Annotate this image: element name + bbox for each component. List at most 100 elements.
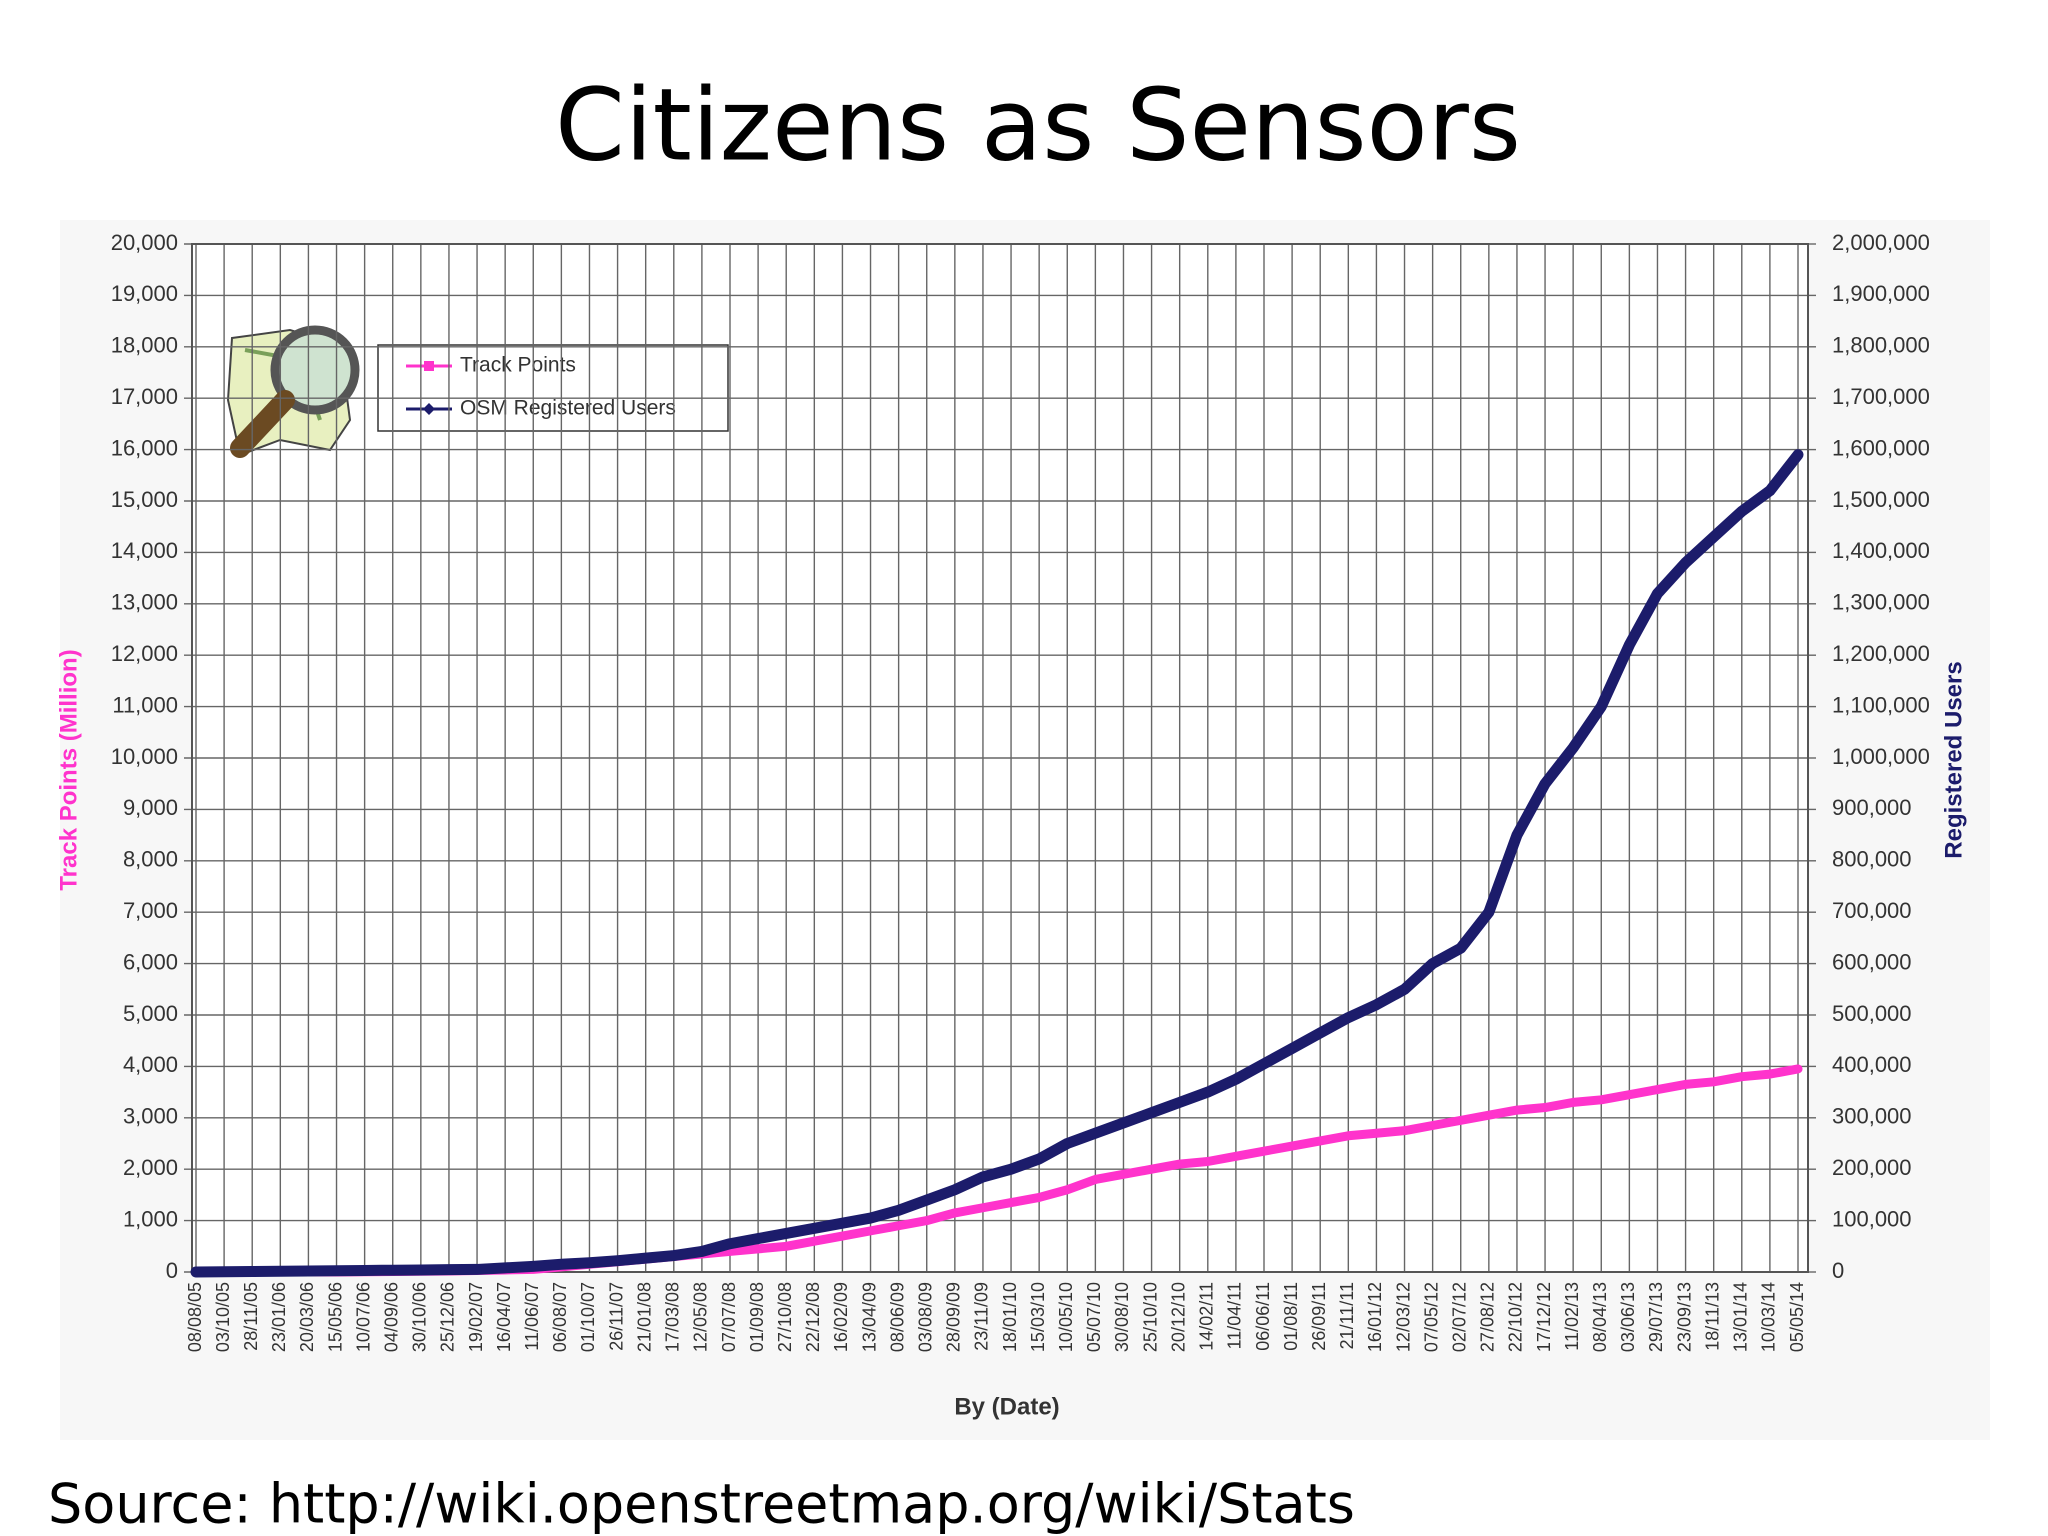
- y2-tick-label: 1,100,000: [1832, 692, 1930, 717]
- x-tick-label: 14/02/11: [1197, 1282, 1217, 1351]
- osm-logo: [226, 325, 360, 458]
- y-tick-label: 5,000: [123, 1001, 178, 1026]
- y2-tick-label: 200,000: [1832, 1155, 1912, 1180]
- y-tick-label: 8,000: [123, 847, 178, 872]
- x-tick-label: 07/07/08: [719, 1282, 739, 1352]
- legend: Track Points OSM Registered Users: [377, 344, 729, 432]
- x-tick-label: 07/05/12: [1421, 1282, 1441, 1352]
- x-tick-label: 15/05/06: [325, 1282, 345, 1352]
- y-tick-label: 9,000: [123, 795, 178, 820]
- x-tick-label: 27/08/12: [1478, 1282, 1498, 1352]
- x-tick-label: 06/06/11: [1253, 1282, 1273, 1351]
- x-tick-label: 28/11/05: [241, 1282, 261, 1351]
- y-tick-label: 14,000: [111, 538, 178, 563]
- x-tick-label: 15/03/10: [1028, 1282, 1048, 1352]
- y2-tick-label: 1,500,000: [1832, 487, 1930, 512]
- x-tick-label: 17/12/12: [1534, 1282, 1554, 1352]
- y2-tick-label: 1,000,000: [1832, 744, 1930, 769]
- y-tick-label: 6,000: [123, 949, 178, 974]
- y2-tick-label: 1,300,000: [1832, 590, 1930, 615]
- y-tick-label: 18,000: [111, 333, 178, 358]
- x-tick-label: 21/11/11: [1337, 1282, 1357, 1349]
- y2-axis-title: Registered Users: [1940, 661, 1967, 858]
- x-tick-label: 10/03/14: [1759, 1282, 1779, 1352]
- data-line: [190, 449, 1804, 1278]
- x-tick-label: 12/03/12: [1393, 1282, 1413, 1352]
- y2-tick-label: 1,900,000: [1832, 281, 1930, 306]
- y-tick-label: 16,000: [111, 435, 178, 460]
- x-tick-label: 01/09/08: [747, 1282, 767, 1352]
- x-tick-label: 08/06/09: [887, 1282, 907, 1352]
- x-tick-label: 01/08/11: [1281, 1282, 1301, 1351]
- y2-tick-label: 2,000,000: [1832, 230, 1930, 255]
- y2-tick-label: 1,200,000: [1832, 641, 1930, 666]
- x-tick-label: 03/08/09: [915, 1282, 935, 1352]
- y2-tick-label: 1,800,000: [1832, 333, 1930, 358]
- x-tick-label: 08/08/05: [185, 1282, 205, 1352]
- y2-tick-label: 100,000: [1832, 1206, 1912, 1231]
- slide-title: Citizens as Sensors: [555, 66, 1521, 183]
- x-tick-label: 18/11/13: [1702, 1282, 1722, 1351]
- legend-label: OSM Registered Users: [460, 397, 676, 420]
- x-tick-label: 21/01/08: [634, 1282, 654, 1352]
- x-tick-label: 16/04/07: [494, 1282, 514, 1352]
- x-tick-label: 13/04/09: [859, 1282, 879, 1352]
- x-tick-label: 13/01/14: [1731, 1282, 1751, 1352]
- x-axis-title: By (Date): [954, 1393, 1059, 1420]
- x-tick-label: 19/02/07: [466, 1282, 486, 1352]
- x-tick-label: 30/10/06: [410, 1282, 430, 1352]
- y-tick-label: 7,000: [123, 898, 178, 923]
- y-axis-title: Track Points (Million): [55, 649, 82, 890]
- x-tick-label: 10/05/10: [1056, 1282, 1076, 1352]
- source-note: Source: http://wiki.openstreetmap.org/wi…: [48, 1473, 1355, 1536]
- x-tick-label: 04/09/06: [381, 1282, 401, 1352]
- legend-label: Track Points: [460, 354, 576, 377]
- x-tick-label: 25/12/06: [438, 1282, 458, 1352]
- x-tick-label: 23/09/13: [1674, 1282, 1694, 1352]
- y2-tick-label: 300,000: [1832, 1104, 1912, 1129]
- y2-tick-label: 500,000: [1832, 1001, 1912, 1026]
- y2-tick-label: 700,000: [1832, 898, 1912, 923]
- legend-marker: [424, 361, 434, 371]
- y2-tick-label: 600,000: [1832, 949, 1912, 974]
- y-tick-label: 12,000: [111, 641, 178, 666]
- x-tick-label: 17/03/08: [663, 1282, 683, 1352]
- y2-tick-label: 1,400,000: [1832, 538, 1930, 563]
- x-tick-label: 03/06/13: [1618, 1282, 1638, 1352]
- x-tick-label: 11/06/07: [522, 1282, 542, 1351]
- y2-tick-label: 1,600,000: [1832, 435, 1930, 460]
- x-tick-label: 27/10/08: [775, 1282, 795, 1352]
- y-tick-label: 17,000: [111, 384, 178, 409]
- x-tick-label: 18/01/10: [1000, 1282, 1020, 1352]
- x-tick-label: 10/07/06: [353, 1282, 373, 1352]
- x-tick-label: 28/09/09: [944, 1282, 964, 1352]
- y-tick-label: 10,000: [111, 744, 178, 769]
- x-tick-label: 05/07/10: [1084, 1282, 1104, 1352]
- y2-tick-label: 900,000: [1832, 795, 1912, 820]
- x-tick-label: 20/03/06: [297, 1282, 317, 1352]
- legend-marker: [423, 403, 435, 415]
- x-tick-label: 23/01/06: [269, 1282, 289, 1352]
- x-tick-label: 03/10/05: [213, 1282, 233, 1352]
- x-tick-label: 06/08/07: [550, 1282, 570, 1352]
- y-tick-label: 13,000: [111, 590, 178, 615]
- x-tick-label: 02/07/12: [1449, 1282, 1469, 1352]
- x-tick-label: 05/05/14: [1787, 1282, 1807, 1352]
- y-tick-label: 11,000: [112, 692, 178, 717]
- x-tick-label: 22/10/12: [1506, 1282, 1526, 1352]
- x-tick-label: 11/04/11: [1225, 1282, 1245, 1349]
- y2-tick-label: 1,700,000: [1832, 384, 1930, 409]
- x-tick-label: 16/01/12: [1365, 1282, 1385, 1352]
- y-tick-label: 20,000: [111, 230, 178, 255]
- y-tick-label: 2,000: [123, 1155, 178, 1180]
- x-tick-label: 08/04/13: [1590, 1282, 1610, 1352]
- x-tick-label: 16/02/09: [831, 1282, 851, 1352]
- x-tick-label: 23/11/09: [972, 1282, 992, 1351]
- y-tick-label: 3,000: [123, 1104, 178, 1129]
- x-tick-label: 30/08/10: [1112, 1282, 1132, 1352]
- x-tick-label: 12/05/08: [691, 1282, 711, 1352]
- y2-tick-label: 0: [1832, 1258, 1844, 1283]
- legend-box: [377, 344, 729, 432]
- x-tick-label: 20/12/10: [1168, 1282, 1188, 1352]
